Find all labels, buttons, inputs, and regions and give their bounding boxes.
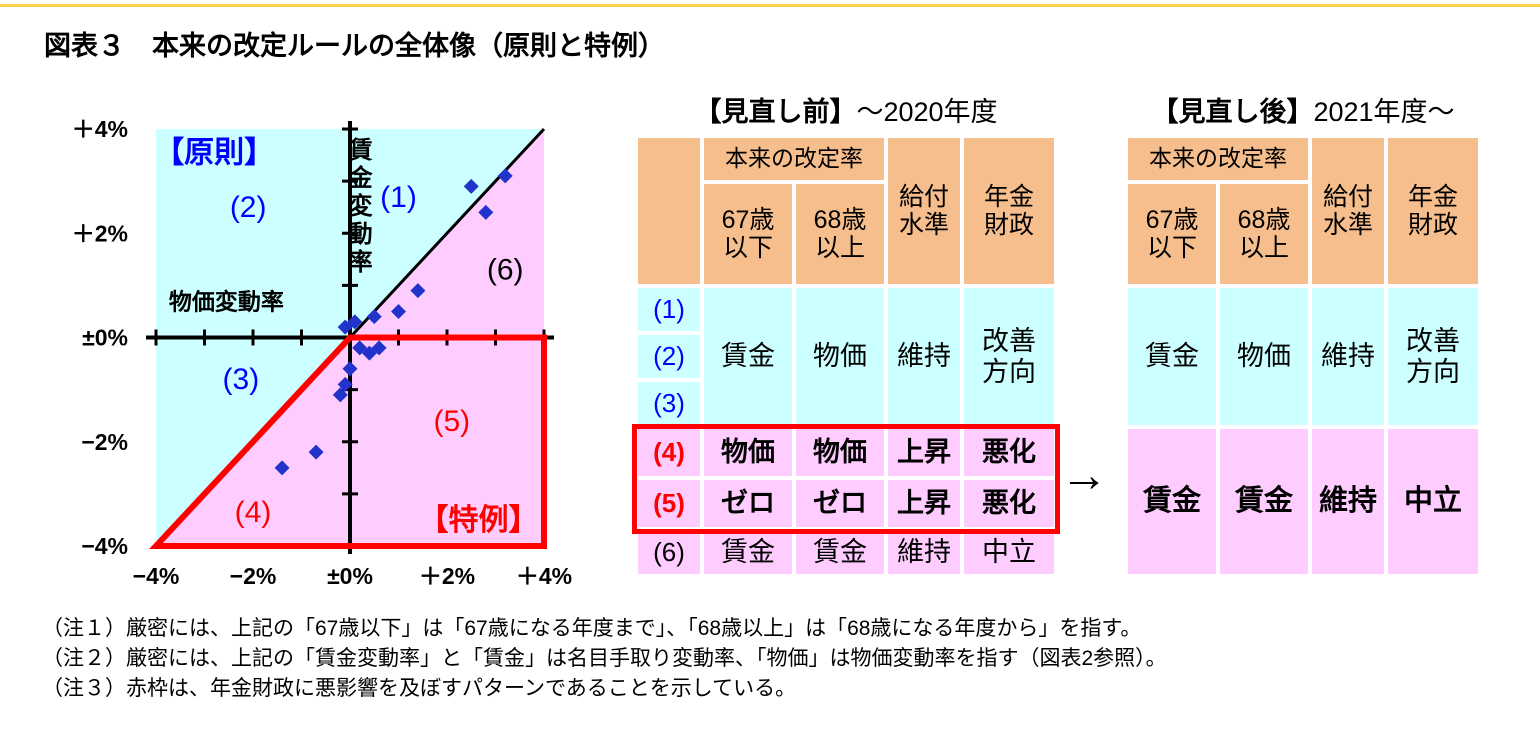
after-header-finance: 年金 財政 <box>1388 138 1478 284</box>
cell-4-finance: 悪化 <box>964 429 1054 476</box>
scatter-point <box>391 303 406 319</box>
cell-5-level: 上昇 <box>888 480 960 527</box>
chart-annotation: 動 <box>349 221 373 248</box>
after-title-period: 2021年度～ <box>1313 97 1455 127</box>
scatter-point <box>342 361 358 377</box>
cell-5-finance: 悪化 <box>964 480 1054 527</box>
chart-annotation: 【特例】 <box>419 504 539 537</box>
chart-annotation: (6) <box>487 254 524 287</box>
footnote-2: （注２）厳密には、上記の「賃金変動率」と「賃金」は名目手取り変動率、「物価」は物… <box>42 647 1167 670</box>
chart-annotation: 金 <box>348 164 374 192</box>
before-header-68: 68歳 以上 <box>796 184 884 284</box>
chart-annotation: 【原則】 <box>154 136 274 169</box>
before-title-bracket: 【見直し前】 <box>694 97 857 127</box>
scatter-point <box>410 283 426 299</box>
before-header-finance: 年金 財政 <box>964 138 1054 284</box>
cell-123-finance: 改善 方向 <box>964 288 1054 425</box>
y-tick-label: −2% <box>81 429 128 455</box>
after-header-68: 68歳 以上 <box>1220 184 1308 284</box>
cell-6-67: 賃金 <box>704 531 792 574</box>
after-bottom-level: 維持 <box>1312 429 1384 574</box>
scatter-point <box>463 178 479 194</box>
revision-rule-chart: −4% −2% ±0% ＋2% ＋4% ＋4% ＋2% ±0% −2% −4% 【原則】 (2) (1)… <box>72 116 572 589</box>
cell-6-finance: 中立 <box>964 531 1054 574</box>
before-table: 本来の改定率 67歳 以下 68歳 以上 給付 水準 年金 財政 (1) (2)… <box>632 138 1060 574</box>
scatter-point <box>274 460 290 476</box>
row-label-2: (2) <box>638 335 700 378</box>
row-label-5: (5) <box>638 480 700 527</box>
before-header-blank <box>638 138 700 284</box>
cell-123-level: 維持 <box>888 288 960 425</box>
after-top-67: 賃金 <box>1128 288 1216 425</box>
scatter-point <box>366 309 382 325</box>
x-tick-label: −2% <box>230 563 277 589</box>
scatter-point <box>337 319 353 335</box>
cell-123-67: 賃金 <box>704 288 792 425</box>
row-label-4: (4) <box>638 429 700 476</box>
footnote-1: （注１）厳密には、上記の「67歳以下」は「67歳になる年度まで」、「68歳以上」… <box>42 617 1142 640</box>
after-header-67: 67歳 以下 <box>1128 184 1216 284</box>
chart-annotation: (3) <box>223 363 260 396</box>
cell-4-level: 上昇 <box>888 429 960 476</box>
after-header-level: 給付 水準 <box>1312 138 1384 284</box>
y-tick-label: −4% <box>81 533 128 559</box>
chart-annotation: (4) <box>235 496 272 529</box>
after-table: 本来の改定率 67歳 以下 68歳 以上 給付 水準 年金 財政 賃金 物価 維… <box>1128 138 1478 574</box>
chart-annotation: 物価変動率 <box>169 289 284 315</box>
x-tick-label: −4% <box>133 563 180 589</box>
row-label-6: (6) <box>638 531 700 574</box>
footnote-3: （注３）赤枠は、年金財政に悪影響を及ぼすパターンであることを示している。 <box>42 677 797 700</box>
after-bottom-68: 賃金 <box>1220 429 1308 574</box>
y-tick-label: ±0% <box>82 325 128 351</box>
scatter-point <box>478 204 494 220</box>
cell-4-68: 物価 <box>796 429 884 476</box>
scatter-point <box>308 444 324 460</box>
cell-5-67: ゼロ <box>704 480 792 527</box>
scatter-point <box>497 168 513 184</box>
chart-annotation: (5) <box>434 405 471 438</box>
after-header-rate-group: 本来の改定率 <box>1128 138 1308 180</box>
scatter-point <box>371 340 387 356</box>
after-top-level: 維持 <box>1312 288 1384 425</box>
cell-6-68: 賃金 <box>796 531 884 574</box>
chart-annotation: (1) <box>380 181 417 214</box>
chart-annotation: (2) <box>230 191 267 224</box>
cell-6-level: 維持 <box>888 531 960 574</box>
scatter-point <box>332 387 348 403</box>
row-label-3: (3) <box>638 382 700 425</box>
after-bottom-67: 賃金 <box>1128 429 1216 574</box>
cell-123-68: 物価 <box>796 288 884 425</box>
x-tick-label: ±0% <box>327 563 373 589</box>
after-title-bracket: 【見直し後】 <box>1151 97 1314 127</box>
chart-annotation: 変 <box>349 192 373 220</box>
chart-annotation: 率 <box>349 248 373 276</box>
after-top-finance: 改善 方向 <box>1388 288 1478 425</box>
before-title-period: ～2020年度 <box>856 97 998 127</box>
figure-title: 図表３ 本来の改定ルールの全体像（原則と特例） <box>44 31 665 61</box>
transition-arrow: → <box>1060 449 1108 502</box>
x-tick-label: ＋2% <box>419 563 475 589</box>
after-table-title: 【見直し後】2021年度～ <box>1128 90 1478 129</box>
after-top-68: 物価 <box>1220 288 1308 425</box>
exception-red-outline <box>149 334 547 549</box>
cell-4-67: 物価 <box>704 429 792 476</box>
before-header-67: 67歳 以下 <box>704 184 792 284</box>
chart-annotation: 賃 <box>348 136 373 164</box>
x-tick-label: ＋4% <box>516 563 572 589</box>
after-bottom-finance: 中立 <box>1388 429 1478 574</box>
top-divider <box>0 4 1540 7</box>
cell-5-68: ゼロ <box>796 480 884 527</box>
y-tick-label: ＋4% <box>72 116 128 142</box>
row-label-1: (1) <box>638 288 700 331</box>
scatter-point <box>337 376 353 392</box>
before-header-rate-group: 本来の改定率 <box>704 138 884 180</box>
before-header-level: 給付 水準 <box>888 138 960 284</box>
y-tick-label: ＋2% <box>72 220 128 246</box>
before-table-title: 【見直し前】～2020年度 <box>638 90 1054 129</box>
footnotes: （注１）厳密には、上記の「67歳以下」は「67歳になる年度まで」、「68歳以上」… <box>42 614 1167 704</box>
